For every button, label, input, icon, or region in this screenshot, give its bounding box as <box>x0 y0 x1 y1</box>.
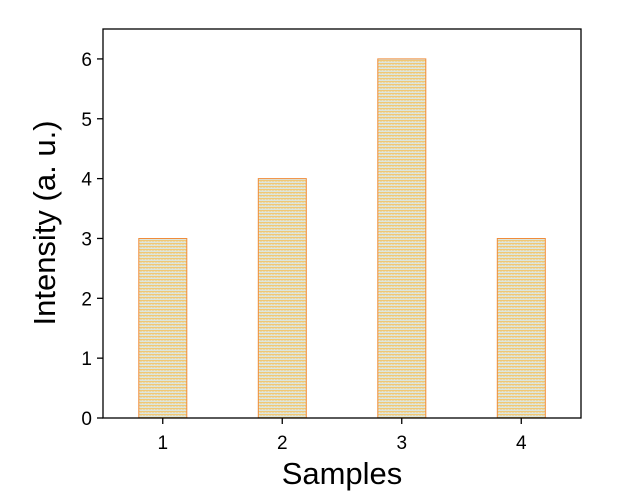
y-tick-label-3: 3 <box>81 229 92 250</box>
bar-sample-3 <box>377 58 427 419</box>
x-axis: 1 2 3 4 <box>157 418 527 454</box>
y-tick-label-0: 0 <box>81 409 92 430</box>
y-tick-label-6: 6 <box>81 50 92 71</box>
bar-sample-1 <box>138 238 188 419</box>
y-tick-label-1: 1 <box>81 349 92 370</box>
x-tick-label-4: 4 <box>516 433 527 454</box>
y-tick-label-4: 4 <box>81 170 92 191</box>
x-tick-label-1: 1 <box>157 433 168 454</box>
plot-frame <box>102 28 582 419</box>
y-axis-title: Intensity (a. u.) <box>27 120 62 325</box>
y-tick-label-5: 5 <box>81 110 92 131</box>
y-axis: 0 1 2 3 4 5 6 <box>81 50 103 430</box>
y-tick-label-2: 2 <box>81 289 92 310</box>
x-axis-title: Samples <box>282 456 403 491</box>
x-tick-label-2: 2 <box>277 433 288 454</box>
bar-sample-2 <box>257 178 307 419</box>
bar-sample-4 <box>496 238 546 419</box>
x-tick-label-3: 3 <box>396 433 407 454</box>
bars-layer <box>138 58 546 419</box>
